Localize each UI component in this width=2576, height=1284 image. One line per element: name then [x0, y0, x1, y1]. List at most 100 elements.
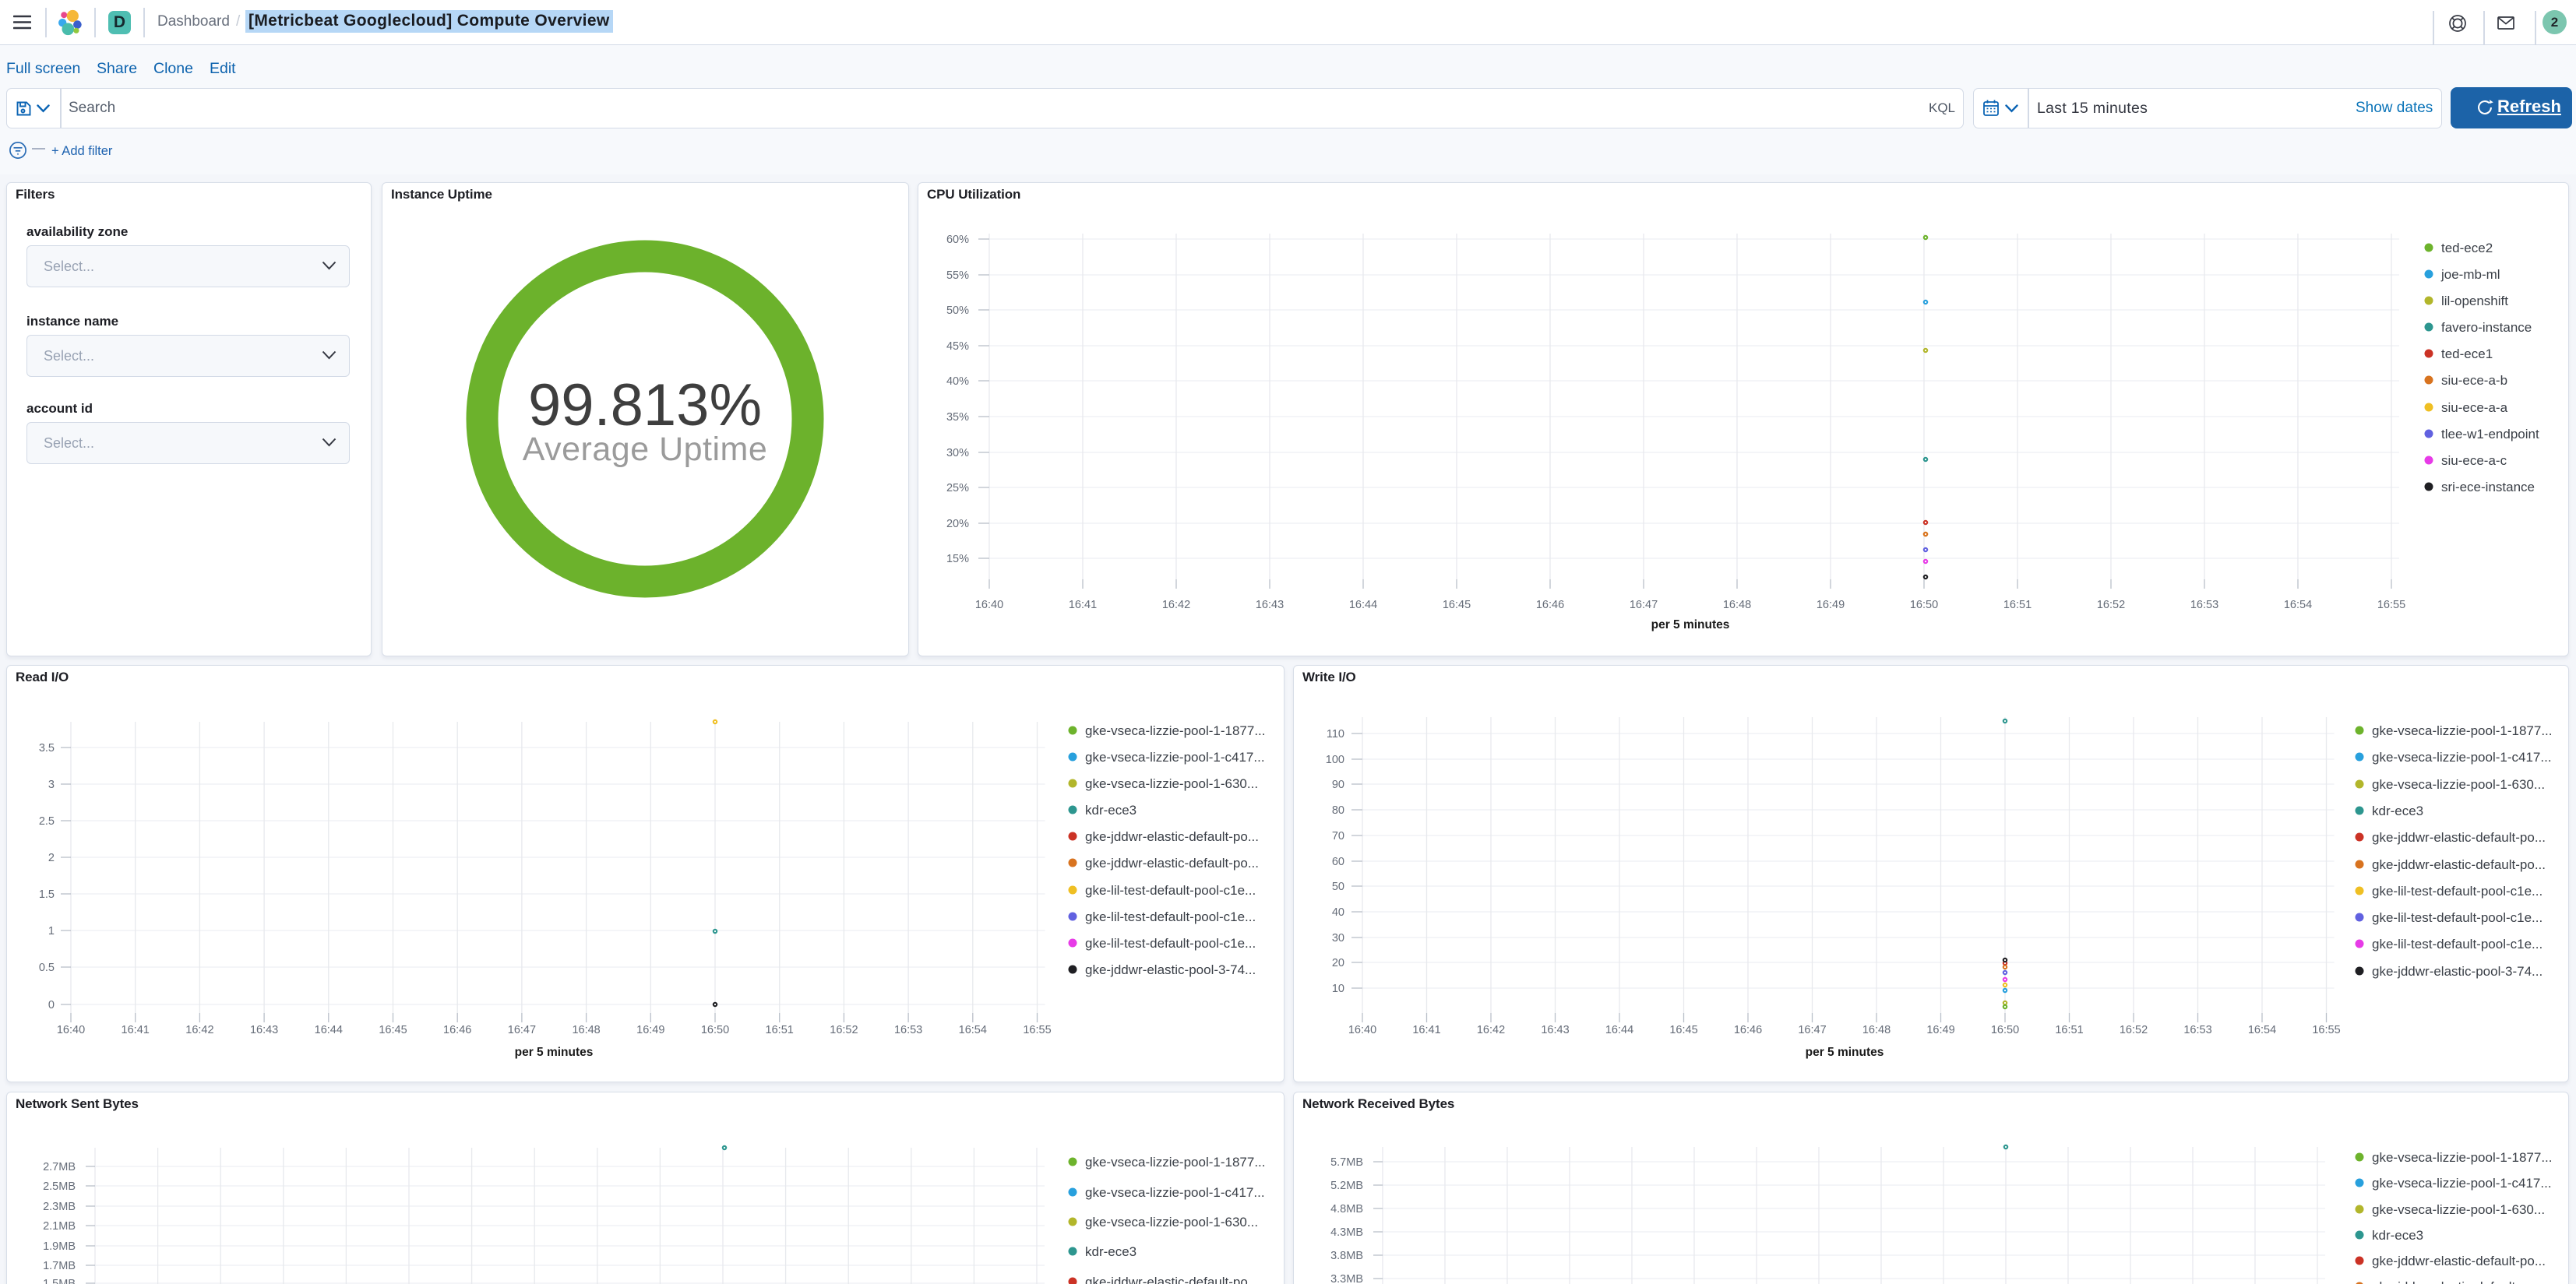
svg-text:16:43: 16:43	[250, 1024, 278, 1036]
svg-text:110: 110	[1327, 728, 1344, 740]
svg-text:16:46: 16:46	[1536, 599, 1564, 611]
svg-text:16:51: 16:51	[2055, 1024, 2083, 1036]
svg-text:60%: 60%	[946, 234, 969, 246]
svg-text:1.5: 1.5	[39, 888, 55, 901]
svg-text:35%: 35%	[946, 411, 969, 424]
svg-text:99.813%: 99.813%	[528, 372, 762, 438]
svg-text:gke-jddwr-elastic-pool-3-74...: gke-jddwr-elastic-pool-3-74...	[2372, 964, 2543, 979]
svg-text:gke-jddwr-elastic-default-po..: gke-jddwr-elastic-default-po...	[2372, 857, 2546, 872]
svg-text:16:43: 16:43	[1541, 1024, 1569, 1036]
svg-text:25%: 25%	[946, 482, 969, 494]
svg-text:1.7MB: 1.7MB	[43, 1260, 76, 1272]
svg-text:16:45: 16:45	[379, 1024, 407, 1036]
svg-text:gke-vseca-lizzie-pool-1-c417..: gke-vseca-lizzie-pool-1-c417...	[2372, 1176, 2552, 1191]
svg-text:gke-lil-test-default-pool-c1e.: gke-lil-test-default-pool-c1e...	[2372, 884, 2543, 899]
svg-text:kdr-ece3: kdr-ece3	[2372, 1228, 2423, 1243]
svg-text:ted-ece2: ted-ece2	[2441, 241, 2493, 255]
svg-text:16:55: 16:55	[2312, 1024, 2340, 1036]
svg-text:16:44: 16:44	[1349, 599, 1377, 611]
svg-text:gke-lil-test-default-pool-c1e.: gke-lil-test-default-pool-c1e...	[2372, 937, 2543, 952]
svg-text:16:55: 16:55	[1023, 1024, 1051, 1036]
svg-text:16:51: 16:51	[766, 1024, 794, 1036]
svg-text:gke-vseca-lizzie-pool-1-630...: gke-vseca-lizzie-pool-1-630...	[1085, 776, 1258, 791]
svg-text:16:42: 16:42	[1477, 1024, 1505, 1036]
svg-text:50: 50	[1332, 881, 1344, 893]
svg-text:16:49: 16:49	[636, 1024, 664, 1036]
svg-text:16:52: 16:52	[830, 1024, 858, 1036]
svg-text:55%: 55%	[946, 269, 969, 282]
svg-text:sri-ece-instance: sri-ece-instance	[2441, 480, 2535, 494]
svg-text:16:47: 16:47	[508, 1024, 536, 1036]
svg-text:2.7MB: 2.7MB	[43, 1161, 76, 1173]
svg-text:siu-ece-a-c: siu-ece-a-c	[2441, 453, 2507, 468]
svg-text:16:50: 16:50	[1991, 1024, 2019, 1036]
svg-text:16:52: 16:52	[2120, 1024, 2148, 1036]
svg-text:80: 80	[1332, 804, 1344, 817]
svg-text:favero-instance: favero-instance	[2441, 320, 2532, 335]
svg-text:gke-vseca-lizzie-pool-1-1877..: gke-vseca-lizzie-pool-1-1877...	[2372, 1150, 2553, 1165]
svg-text:16:48: 16:48	[1862, 1024, 1891, 1036]
svg-text:16:41: 16:41	[122, 1024, 150, 1036]
svg-text:16:42: 16:42	[185, 1024, 213, 1036]
svg-text:per 5 minutes: per 5 minutes	[1651, 618, 1730, 631]
svg-text:16:53: 16:53	[2190, 599, 2218, 611]
svg-text:10: 10	[1332, 983, 1344, 995]
svg-text:16:49: 16:49	[1926, 1024, 1954, 1036]
svg-text:2.1MB: 2.1MB	[43, 1220, 76, 1233]
svg-text:gke-vseca-lizzie-pool-1-1877..: gke-vseca-lizzie-pool-1-1877...	[1085, 723, 1266, 738]
svg-text:90: 90	[1332, 779, 1344, 791]
svg-text:16:55: 16:55	[2377, 599, 2405, 611]
svg-text:100: 100	[1326, 754, 1344, 766]
svg-text:15%: 15%	[946, 553, 969, 565]
svg-text:0: 0	[48, 999, 55, 1011]
svg-text:16:46: 16:46	[1734, 1024, 1762, 1036]
svg-text:3.3MB: 3.3MB	[1330, 1273, 1363, 1284]
svg-text:1.5MB: 1.5MB	[43, 1278, 76, 1284]
svg-text:1.9MB: 1.9MB	[43, 1240, 76, 1253]
svg-text:gke-jddwr-elastic-default-po..: gke-jddwr-elastic-default-po...	[2372, 830, 2546, 845]
svg-text:16:41: 16:41	[1069, 599, 1097, 611]
svg-text:16:41: 16:41	[1412, 1024, 1440, 1036]
svg-text:16:54: 16:54	[2284, 599, 2312, 611]
svg-text:2: 2	[48, 852, 55, 864]
svg-text:gke-vseca-lizzie-pool-1-c417..: gke-vseca-lizzie-pool-1-c417...	[1085, 1185, 1265, 1200]
svg-text:16:44: 16:44	[315, 1024, 343, 1036]
svg-text:20%: 20%	[946, 518, 969, 530]
svg-text:per 5 minutes: per 5 minutes	[515, 1046, 594, 1059]
svg-text:3.8MB: 3.8MB	[1330, 1250, 1363, 1262]
svg-text:16:54: 16:54	[959, 1024, 987, 1036]
svg-text:gke-vseca-lizzie-pool-1-c417..: gke-vseca-lizzie-pool-1-c417...	[2372, 750, 2552, 765]
svg-text:3.5: 3.5	[39, 742, 55, 755]
svg-text:16:45: 16:45	[1669, 1024, 1697, 1036]
svg-text:16:40: 16:40	[1348, 1024, 1376, 1036]
svg-text:16:46: 16:46	[443, 1024, 471, 1036]
svg-text:kdr-ece3: kdr-ece3	[1085, 1244, 1136, 1259]
svg-text:4.3MB: 4.3MB	[1330, 1226, 1363, 1239]
svg-text:16:52: 16:52	[2097, 599, 2125, 611]
svg-text:5.7MB: 5.7MB	[1330, 1156, 1363, 1169]
svg-text:gke-jddwr-elastic-default-po..: gke-jddwr-elastic-default-po...	[2372, 1279, 2546, 1284]
svg-text:Average Uptime: Average Uptime	[523, 431, 768, 468]
svg-text:gke-vseca-lizzie-pool-1-c417..: gke-vseca-lizzie-pool-1-c417...	[1085, 750, 1265, 765]
svg-text:16:53: 16:53	[2183, 1024, 2211, 1036]
svg-text:16:47: 16:47	[1798, 1024, 1826, 1036]
svg-text:gke-jddwr-elastic-default-po..: gke-jddwr-elastic-default-po...	[1085, 829, 1259, 844]
svg-text:gke-lil-test-default-pool-c1e.: gke-lil-test-default-pool-c1e...	[1085, 883, 1256, 898]
svg-text:ted-ece1: ted-ece1	[2441, 347, 2493, 361]
svg-text:16:50: 16:50	[701, 1024, 729, 1036]
svg-text:16:42: 16:42	[1162, 599, 1190, 611]
svg-text:16:54: 16:54	[2248, 1024, 2276, 1036]
svg-text:gke-jddwr-elastic-default-po..: gke-jddwr-elastic-default-po...	[1085, 1275, 1259, 1284]
svg-text:2.5: 2.5	[39, 815, 55, 828]
svg-text:16:47: 16:47	[1630, 599, 1658, 611]
svg-text:16:51: 16:51	[2003, 599, 2032, 611]
svg-text:joe-mb-ml: joe-mb-ml	[2440, 267, 2500, 282]
svg-text:40%: 40%	[946, 375, 969, 388]
svg-text:60: 60	[1332, 856, 1344, 868]
svg-text:1: 1	[48, 925, 55, 937]
svg-text:gke-vseca-lizzie-pool-1-630...: gke-vseca-lizzie-pool-1-630...	[2372, 1202, 2545, 1217]
svg-text:16:48: 16:48	[572, 1024, 600, 1036]
svg-text:16:40: 16:40	[975, 599, 1003, 611]
svg-text:16:50: 16:50	[1910, 599, 1938, 611]
svg-text:tlee-w1-endpoint: tlee-w1-endpoint	[2441, 427, 2539, 441]
